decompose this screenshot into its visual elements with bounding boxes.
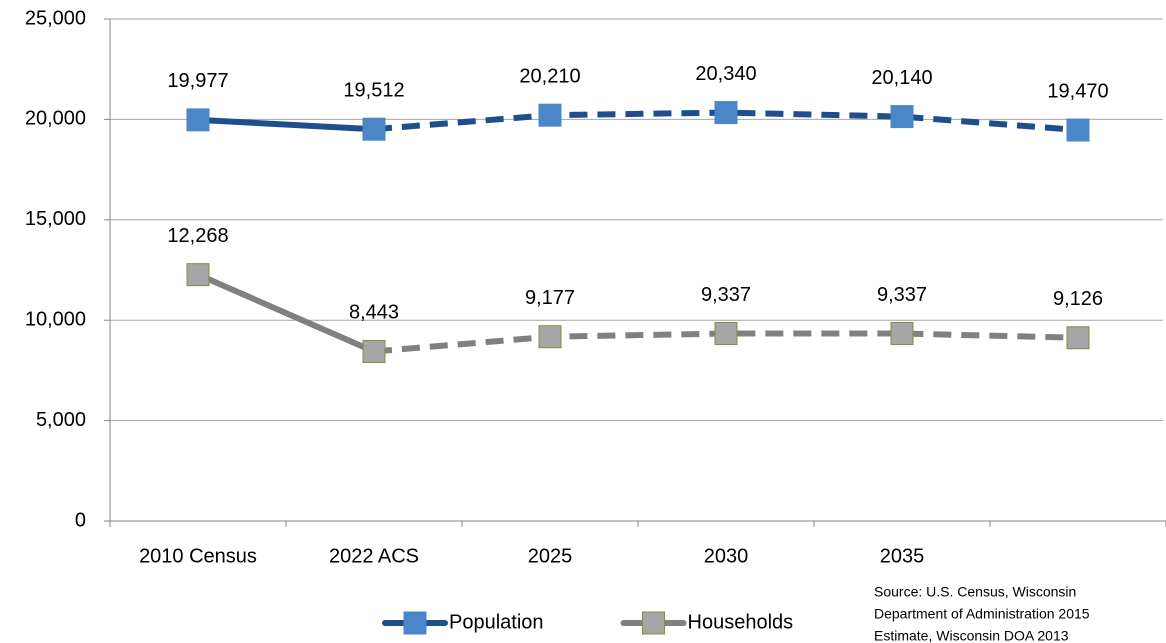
marker [1066,118,1090,142]
y-tick-label: 5,000 [36,409,86,431]
data-label: 19,977 [167,70,228,92]
data-label: 19,470 [1047,80,1108,102]
marker [890,105,914,129]
marker [890,322,914,346]
x-tick-label: 2025 [528,545,573,567]
marker [538,325,562,349]
marker [1066,326,1090,350]
marker [362,117,386,141]
x-tick-label: 2035 [880,545,925,567]
marker [362,339,386,363]
source-note: Source: U.S. Census, Wisconsin [874,584,1076,600]
x-tick-label: 2022 ACS [329,545,419,567]
data-label: 9,177 [525,287,575,309]
data-label: 20,210 [519,65,580,87]
data-label: 8,443 [349,302,399,324]
y-tick-label: 25,000 [25,7,86,29]
x-tick-label: 2030 [704,545,749,567]
data-label: 9,337 [877,284,927,306]
y-tick-label: 20,000 [25,108,86,130]
marker [186,108,210,132]
marker [186,263,210,287]
marker [714,101,738,125]
y-tick-label: 0 [75,509,86,531]
legend-marker [642,611,666,635]
source-note: Estimate, Wisconsin DOA 2013 [874,628,1069,643]
x-tick-label: 2010 Census [139,545,257,567]
data-label: 20,340 [695,63,756,85]
line [195,271,377,355]
data-label: 12,268 [167,225,228,247]
legend-label: Households [688,611,794,633]
marker [714,322,738,346]
data-label: 19,512 [343,79,404,101]
data-label: 9,126 [1053,288,1103,310]
marker [538,103,562,127]
data-label: 9,337 [701,284,751,306]
y-tick-label: 15,000 [25,208,86,230]
source-note: Department of Administration 2015 [874,606,1090,622]
legend-label: Population [449,611,544,633]
line [195,116,377,133]
data-label: 20,140 [871,67,932,89]
legend-marker [403,611,427,635]
y-tick-label: 10,000 [25,308,86,330]
